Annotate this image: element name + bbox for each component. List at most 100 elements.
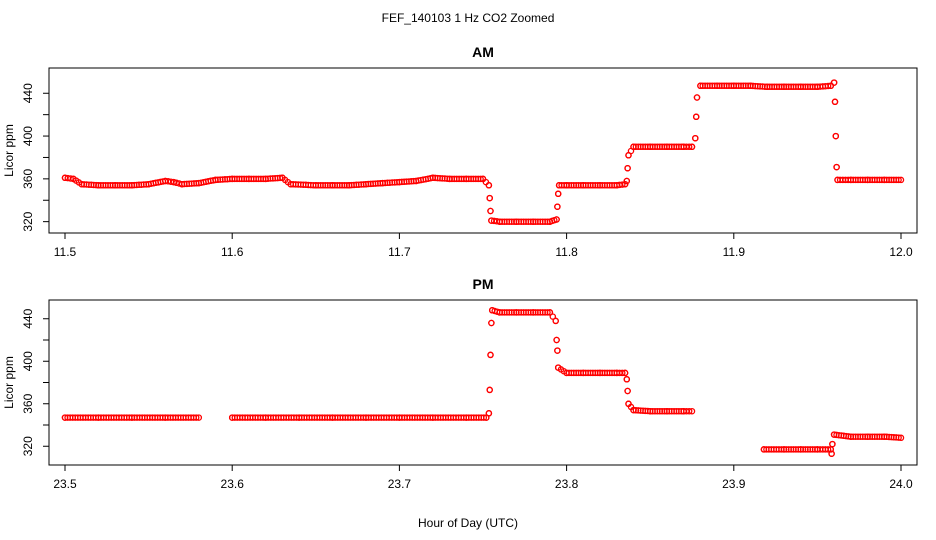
data-point bbox=[178, 180, 186, 188]
data-point bbox=[553, 216, 560, 223]
data-point bbox=[824, 446, 832, 453]
data-point bbox=[780, 446, 788, 453]
data-point bbox=[897, 434, 905, 442]
data-point bbox=[580, 369, 587, 377]
data-point bbox=[692, 113, 700, 121]
data-point bbox=[61, 174, 69, 182]
data-point bbox=[95, 182, 102, 189]
x-tick-label: 23.9 bbox=[722, 477, 746, 491]
y-axis-label-am: Licor ppm bbox=[2, 124, 16, 177]
data-point bbox=[262, 414, 269, 421]
data-point bbox=[295, 414, 303, 421]
data-point bbox=[555, 182, 563, 189]
y-axis-am: 320 360 400 440 bbox=[21, 83, 49, 232]
data-point bbox=[529, 218, 537, 225]
data-point bbox=[613, 369, 621, 377]
data-point bbox=[847, 433, 855, 440]
data-point bbox=[730, 82, 738, 90]
data-point bbox=[630, 406, 637, 414]
data-point bbox=[480, 414, 488, 421]
data-point bbox=[212, 176, 219, 184]
y-tick-label: 360 bbox=[21, 393, 35, 413]
data-point bbox=[228, 414, 236, 421]
data-point bbox=[287, 180, 294, 188]
x-tick-label: 11.6 bbox=[221, 245, 244, 259]
data-point bbox=[546, 309, 554, 316]
data-point bbox=[485, 182, 493, 189]
panel-am: AM 11.5 11.6 11.7 11.8 11.9 12.0 320 360 400 440 Li… bbox=[2, 44, 918, 259]
data-point bbox=[680, 143, 687, 151]
data-point bbox=[624, 164, 631, 172]
x-axis-pm: 23.5 23.6 23.7 23.8 23.9 24.0 bbox=[53, 465, 913, 491]
y-axis-label-pm: Licor ppm bbox=[2, 356, 16, 409]
data-point bbox=[486, 386, 493, 394]
data-point bbox=[760, 446, 768, 453]
data-point bbox=[881, 176, 888, 184]
data-point bbox=[895, 434, 902, 441]
chart-title: FEF_140103 1 Hz CO2 Zoomed bbox=[382, 11, 555, 25]
data-point bbox=[713, 82, 721, 90]
data-point bbox=[780, 83, 788, 91]
data-point bbox=[864, 176, 871, 184]
y-axis-pm: 320 360 400 440 bbox=[21, 308, 49, 456]
data-point bbox=[362, 414, 370, 421]
data-point bbox=[832, 132, 840, 140]
data-point bbox=[546, 218, 554, 225]
y-tick-label: 320 bbox=[21, 211, 35, 231]
data-point bbox=[128, 414, 136, 421]
data-point bbox=[824, 82, 832, 90]
data-point bbox=[78, 180, 85, 188]
data-point bbox=[623, 177, 631, 185]
data-point bbox=[162, 177, 169, 185]
data-point bbox=[396, 414, 403, 421]
x-tick-label: 23.6 bbox=[221, 477, 245, 491]
data-point bbox=[797, 83, 804, 91]
data-point bbox=[446, 175, 453, 183]
y-tick-label: 440 bbox=[21, 83, 35, 103]
data-point bbox=[624, 387, 631, 395]
data-point bbox=[552, 317, 559, 325]
data-point bbox=[897, 176, 905, 184]
x-axis-am: 11.5 11.6 11.7 11.8 11.9 12.0 bbox=[54, 233, 913, 259]
series-points-pm bbox=[61, 307, 905, 457]
data-point bbox=[111, 182, 119, 189]
data-point bbox=[463, 175, 470, 183]
panel-title-pm: PM bbox=[473, 276, 494, 292]
data-point bbox=[95, 414, 102, 421]
data-point bbox=[279, 174, 286, 182]
x-tick-label: 11.9 bbox=[723, 245, 746, 259]
data-point bbox=[486, 194, 493, 202]
y-tick-label: 360 bbox=[21, 169, 35, 189]
data-point bbox=[847, 176, 855, 184]
data-point bbox=[830, 431, 838, 438]
y-tick-label: 400 bbox=[21, 351, 35, 371]
data-point bbox=[554, 347, 561, 354]
data-point bbox=[496, 218, 503, 225]
data-point bbox=[881, 433, 888, 440]
data-point bbox=[544, 309, 551, 316]
y-tick-label: 320 bbox=[21, 436, 35, 456]
data-point bbox=[563, 182, 570, 189]
x-tick-label: 12.0 bbox=[889, 245, 913, 259]
data-point bbox=[195, 414, 203, 421]
data-point bbox=[625, 400, 632, 408]
data-point bbox=[580, 182, 587, 189]
data-point bbox=[688, 407, 696, 415]
data-point bbox=[479, 175, 487, 183]
data-point bbox=[697, 82, 704, 90]
data-point bbox=[487, 207, 494, 215]
x-tick-label: 11.7 bbox=[388, 245, 411, 259]
panel-pm: PM 23.5 23.6 23.7 23.8 23.9 24.0 320 360 400 440 Li… bbox=[2, 276, 918, 491]
data-point bbox=[312, 182, 320, 189]
data-point bbox=[797, 446, 804, 453]
data-point bbox=[895, 176, 902, 184]
data-point bbox=[412, 177, 420, 185]
data-point bbox=[814, 83, 821, 91]
data-point bbox=[488, 217, 495, 224]
data-point bbox=[513, 218, 520, 225]
data-point bbox=[61, 414, 69, 421]
data-point bbox=[646, 143, 654, 151]
data-point bbox=[262, 175, 269, 183]
data-point bbox=[487, 351, 494, 359]
